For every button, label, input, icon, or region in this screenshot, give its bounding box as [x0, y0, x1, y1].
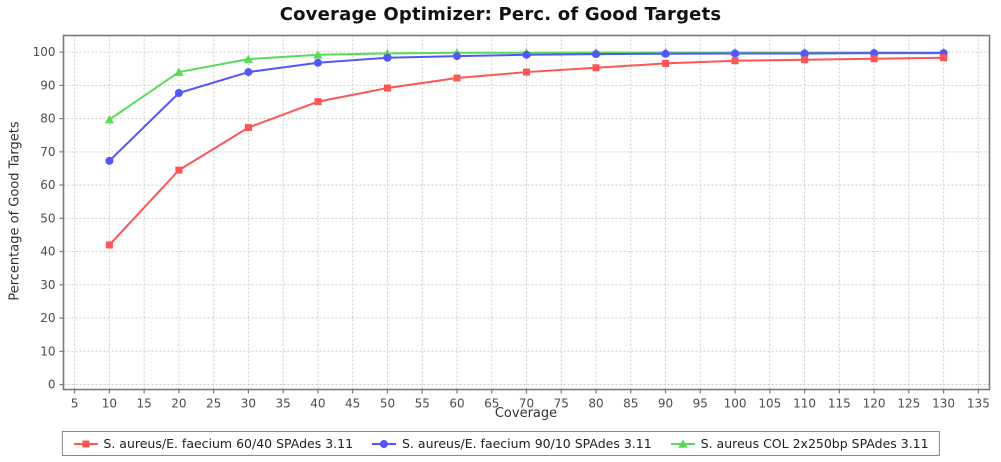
x-tick-label: 75 — [554, 397, 569, 411]
x-tick-label: 50 — [380, 397, 395, 411]
x-tick-label: 60 — [449, 397, 464, 411]
data-point-marker — [661, 49, 670, 58]
x-tick-label: 80 — [588, 397, 603, 411]
legend-label: S. aureus/E. faecium 60/40 SPAdes 3.11 — [103, 436, 354, 451]
x-tick-label: 55 — [415, 397, 430, 411]
x-tick-label: 25 — [206, 397, 221, 411]
data-point-marker — [243, 54, 254, 63]
y-tick-label: 80 — [40, 112, 55, 126]
data-point-marker — [104, 114, 114, 124]
data-point-marker — [522, 50, 531, 59]
x-tick-label: 15 — [137, 397, 152, 411]
legend-label: S. aureus COL 2x250bp SPAdes 3.11 — [700, 436, 929, 451]
x-tick-label: 65 — [484, 397, 499, 411]
data-point-marker — [592, 50, 601, 59]
x-tick-label: 70 — [519, 397, 534, 411]
legend-item-series-2: S. aureus COL 2x250bp SPAdes 3.11 — [670, 436, 929, 451]
x-tick-label: 5 — [71, 397, 79, 411]
data-point-marker — [662, 59, 670, 67]
y-tick-label: 90 — [40, 78, 55, 92]
chart-title: Coverage Optimizer: Perc. of Good Target… — [279, 4, 722, 25]
x-tick-label: 135 — [967, 397, 990, 411]
x-tick-label: 90 — [658, 397, 673, 411]
x-tick-label: 20 — [171, 397, 186, 411]
x-tick-label: 30 — [241, 397, 256, 411]
x-tick-label: 130 — [932, 397, 955, 411]
circle-legend-icon — [380, 439, 389, 448]
data-point-marker — [313, 50, 323, 59]
square-legend-icon — [81, 440, 89, 447]
legend-label: S. aureus/E. faecium 90/10 SPAdes 3.11 — [402, 436, 652, 451]
x-tick-label: 45 — [345, 397, 360, 411]
series-line — [108, 51, 944, 121]
data-point-marker — [174, 67, 184, 76]
gridlines — [63, 35, 990, 390]
chart-legend: S. aureus/E. faecium 60/40 SPAdes 3.11 S… — [61, 431, 940, 456]
legend-marker — [670, 438, 695, 448]
data-point-marker — [452, 52, 461, 61]
x-tick-label: 105 — [758, 397, 781, 411]
data-point-marker — [731, 49, 740, 58]
y-axis-label: Percentage of Good Targets — [7, 121, 23, 301]
legend-marker — [372, 439, 397, 448]
y-tick-label: 30 — [40, 278, 55, 292]
data-point-marker — [244, 68, 253, 77]
x-tick-label: 40 — [310, 397, 325, 411]
x-tick-label: 110 — [793, 397, 816, 411]
data-point-marker — [244, 124, 252, 132]
y-tick-label: 70 — [40, 145, 55, 159]
x-tick-label: 125 — [897, 397, 920, 411]
data-point-marker — [592, 64, 600, 72]
data-point-marker — [453, 74, 461, 82]
data-point-marker — [801, 56, 809, 64]
y-tick-label: 20 — [40, 311, 55, 325]
x-tick-label: 85 — [623, 397, 638, 411]
data-point-marker — [383, 53, 392, 62]
data-point-marker — [800, 49, 809, 58]
data-point-marker — [731, 57, 739, 65]
data-point-marker — [313, 58, 322, 67]
series-0 — [105, 54, 948, 249]
x-tick-label: 115 — [828, 397, 851, 411]
y-tick-label: 40 — [40, 245, 55, 259]
x-tick-label: 35 — [276, 397, 291, 411]
y-tick-label: 100 — [33, 45, 56, 59]
data-point-marker — [105, 241, 113, 249]
data-point-marker — [314, 98, 322, 106]
data-point-marker — [940, 54, 948, 62]
x-tick-label: 120 — [863, 397, 886, 411]
legend-item-series-0: S. aureus/E. faecium 60/40 SPAdes 3.11 — [72, 436, 353, 451]
data-point-marker — [523, 68, 530, 76]
legend-marker — [73, 440, 98, 447]
data-point-marker — [175, 166, 183, 174]
data-point-marker — [174, 89, 183, 98]
data-point-marker — [870, 49, 879, 58]
legend-item-series-1: S. aureus/E. faecium 90/10 SPAdes 3.11 — [371, 436, 652, 451]
data-point-marker — [870, 55, 878, 63]
y-tick-label: 60 — [40, 178, 55, 192]
data-point-marker — [105, 156, 114, 165]
y-tick-label: 10 — [40, 344, 55, 358]
y-axis-ticks: 0 10 20 30 40 50 60 70 80 90 100 — [33, 45, 64, 392]
data-point-marker — [383, 84, 391, 92]
y-tick-label: 0 — [48, 378, 56, 392]
series-1 — [105, 49, 948, 165]
x-tick-label: 100 — [724, 397, 747, 411]
x-tick-label: 95 — [693, 397, 708, 411]
x-tick-label: 10 — [102, 397, 117, 411]
y-tick-label: 50 — [40, 211, 55, 225]
x-axis-ticks: 5 10 15 20 25 30 35 40 45 50 55 60 65 70 75 80 85 90 95 100… — [71, 389, 990, 411]
x-axis-label: Coverage — [494, 406, 558, 421]
triangle-legend-icon — [678, 438, 688, 448]
